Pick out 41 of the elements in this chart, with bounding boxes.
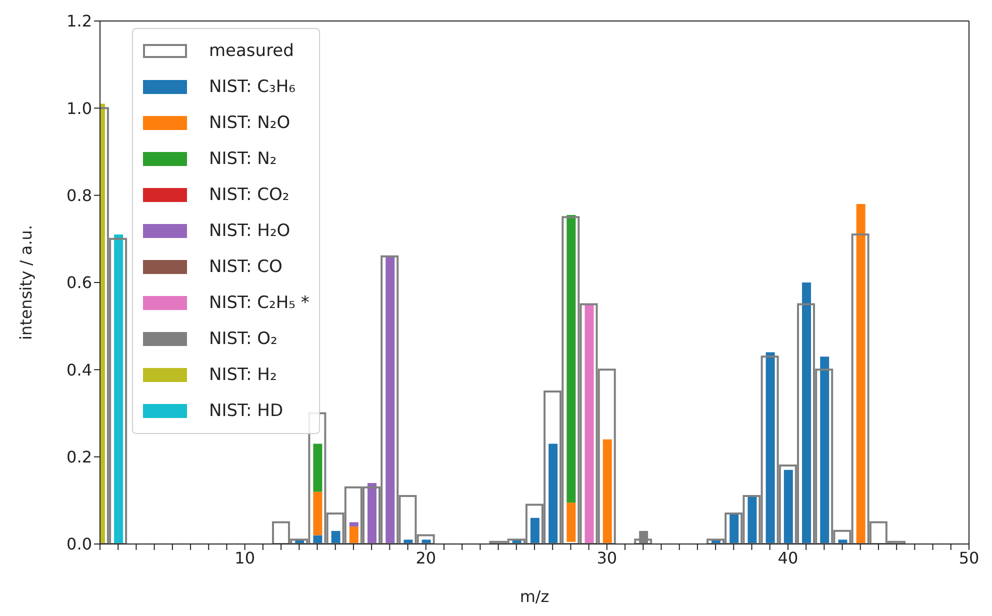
legend-label: NIST: H₂	[209, 365, 277, 385]
bar	[331, 530, 340, 544]
legend-label: NIST: N₂	[209, 149, 277, 169]
legend-label: NIST: HD	[209, 401, 284, 421]
legend-label: NIST: O₂	[209, 329, 278, 349]
y-tick-label: 0.6	[66, 273, 92, 292]
bar	[602, 439, 612, 544]
y-tick-label: 0.2	[66, 448, 92, 467]
x-tick-label: 50	[958, 548, 980, 568]
bar	[856, 204, 866, 544]
y-tick-label: 0.4	[66, 360, 92, 380]
bar	[368, 482, 377, 544]
legend-label: NIST: N₂O	[209, 113, 290, 133]
bar	[548, 444, 558, 544]
x-tick-label: 40	[778, 548, 798, 568]
y-axis-title: intensity / a.u.	[16, 224, 36, 340]
bar	[530, 518, 540, 544]
x-axis-title: m/z	[520, 587, 550, 606]
x-tick-label: 30	[596, 548, 618, 568]
bar	[566, 502, 576, 542]
legend-label: NIST: CO₂	[209, 185, 290, 205]
legend-label: NIST: C₂H₅ *	[209, 293, 310, 313]
bar	[820, 356, 830, 544]
legend-label: measured	[209, 41, 294, 61]
legend-label: NIST: C₃H₆	[209, 77, 296, 97]
y-tick-label: 0.8	[66, 186, 92, 206]
y-tick-label: 1.2	[66, 12, 92, 31]
bar	[313, 492, 322, 536]
bar	[313, 444, 322, 492]
legend-label: NIST: H₂O	[209, 221, 290, 241]
y-tick-label: 0.0	[66, 534, 92, 554]
bar	[349, 526, 358, 544]
bar	[114, 234, 124, 544]
y-tick-label: 1.0	[66, 98, 92, 118]
x-tick-label: 20	[416, 548, 436, 568]
bar	[802, 282, 812, 544]
x-tick-label: 10	[234, 548, 256, 568]
legend-label: NIST: CO	[209, 257, 282, 277]
bar	[566, 214, 576, 503]
bar	[766, 352, 775, 544]
bar	[349, 522, 358, 527]
